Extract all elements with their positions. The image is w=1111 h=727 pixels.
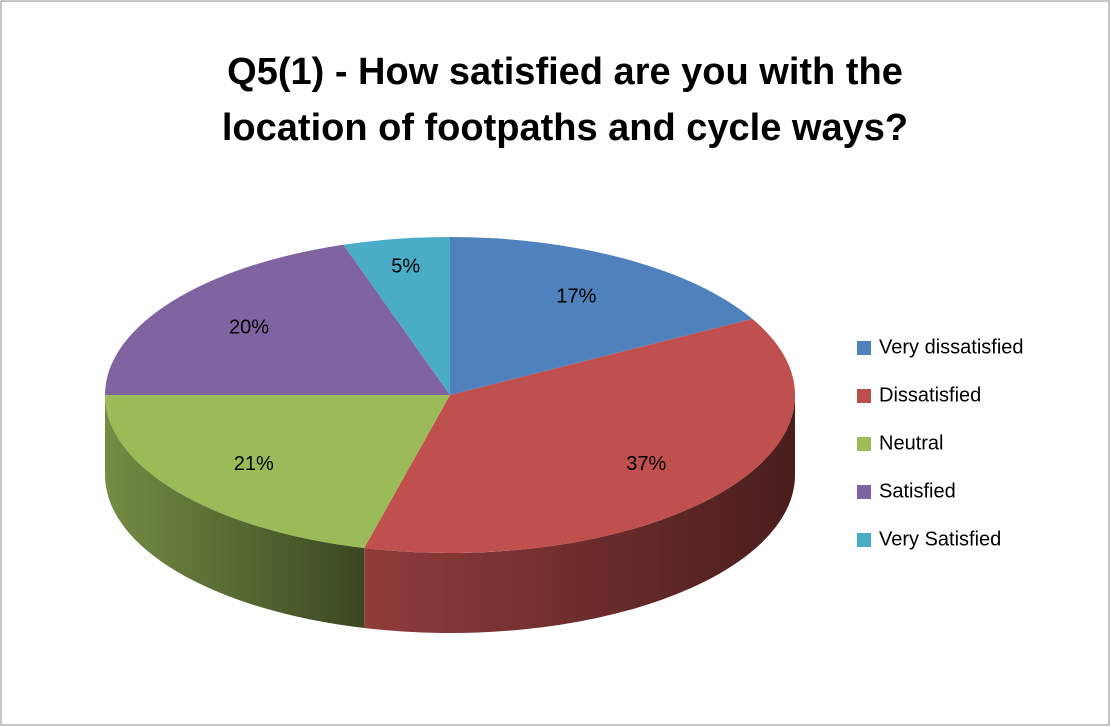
pie-slice: [450, 237, 753, 395]
legend-label: Very Satisfied: [879, 528, 1001, 550]
legend-label: Dissatisfied: [879, 384, 981, 406]
pie-slice: [105, 395, 450, 549]
legend-swatch: [857, 533, 871, 547]
chart-title: Q5(1) - How satisfied are you with the l…: [221, 51, 909, 149]
legend-label: Satisfied: [879, 480, 956, 502]
slice-side: [364, 395, 795, 633]
legend-swatch: [857, 485, 871, 499]
data-label: 5%: [391, 255, 420, 277]
legend-swatch: [857, 389, 871, 403]
legend-label: Very dissatisfied: [879, 336, 1024, 358]
data-label: 17%: [556, 285, 596, 307]
legend-swatch: [857, 437, 871, 451]
data-label: 21%: [234, 453, 274, 475]
data-label: 20%: [229, 316, 269, 338]
pie-slice: [364, 318, 795, 553]
pie-slice: [105, 244, 450, 395]
legend-label: Neutral: [879, 432, 943, 454]
data-label: 37%: [626, 453, 666, 475]
pie-slice: [343, 237, 450, 395]
legend-swatch: [857, 341, 871, 355]
slice-side: [105, 395, 365, 629]
